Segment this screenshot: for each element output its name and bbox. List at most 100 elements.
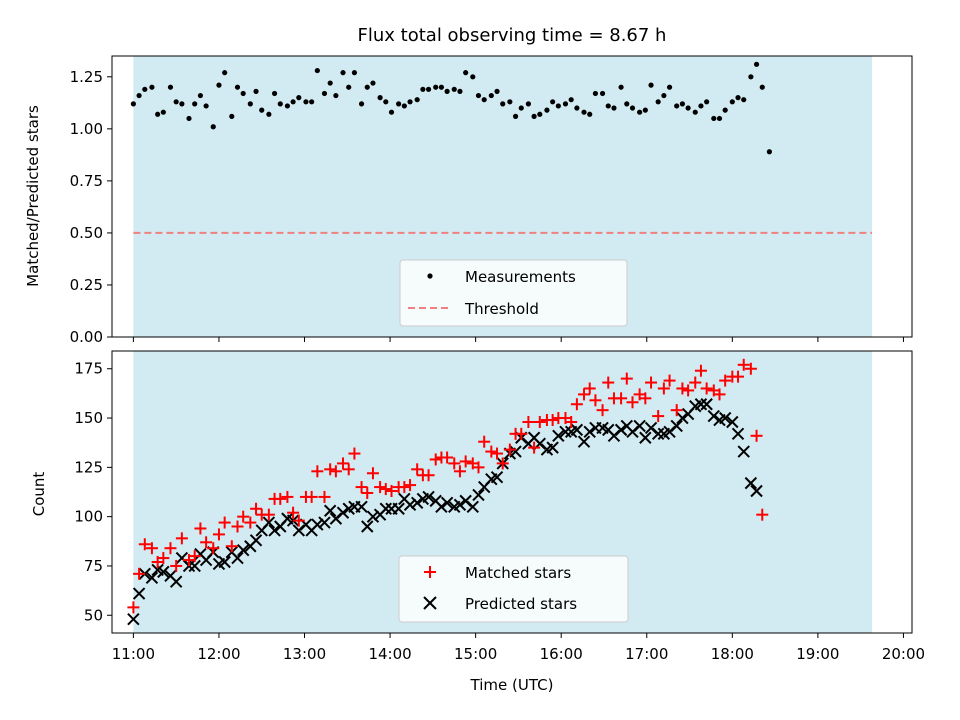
predicted-star-point <box>583 425 596 439</box>
matched-star-point <box>615 392 628 405</box>
measurement-point <box>340 70 346 76</box>
predicted-star-point <box>435 500 448 513</box>
matched-star-point <box>164 542 177 555</box>
matched-star-point <box>589 394 602 407</box>
measurement-point <box>197 92 204 99</box>
measurement-point <box>438 84 445 90</box>
measurement-point <box>766 149 772 155</box>
top-y-tick-label: 0.50 <box>70 224 103 242</box>
matched-star-point <box>429 453 442 466</box>
bottom-x-tick-label: 20:00 <box>882 645 925 663</box>
measurement-point <box>629 105 636 111</box>
matched-star-point <box>533 415 546 428</box>
measurement-point <box>518 105 524 111</box>
matched-star-point <box>311 465 324 478</box>
predicted-star-point <box>694 398 708 411</box>
measurement-point <box>192 101 198 107</box>
bottom-x-tick-label: 13:00 <box>283 645 326 663</box>
matched-star-point <box>250 502 263 515</box>
predicted-star-point <box>570 423 584 437</box>
predicted-star-point <box>366 510 380 523</box>
measurements-series <box>130 61 772 155</box>
matched-star-point <box>188 550 201 563</box>
measurement-point <box>581 109 587 115</box>
measurement-point <box>388 109 395 115</box>
measurement-point <box>167 84 174 90</box>
matched-star-point <box>422 469 435 482</box>
matched-star-point <box>244 516 257 529</box>
predicted-star-point <box>744 476 758 490</box>
measurement-point <box>396 101 402 107</box>
bottom-y-tick-label: 75 <box>84 557 103 575</box>
predicted-star-point <box>633 419 646 433</box>
measurement-point <box>444 88 450 94</box>
matched-star-point <box>194 522 207 535</box>
measurement-point <box>716 115 723 122</box>
measurement-point <box>414 97 420 103</box>
measurement-point <box>592 90 599 97</box>
matched-star-point <box>133 567 146 580</box>
matched-star-point <box>756 508 769 521</box>
predicted-star-point <box>318 516 331 529</box>
matched-star-point <box>485 445 498 458</box>
matched-star-point <box>620 372 633 385</box>
measurement-point <box>266 111 272 117</box>
matched-star-point <box>231 520 244 533</box>
matched-star-point <box>583 382 596 395</box>
bottom-y-tick-label: 125 <box>74 458 103 476</box>
matched-star-point <box>639 392 652 405</box>
bottom-axes-frame <box>111 350 913 634</box>
matched-star-point <box>515 427 528 440</box>
measurement-point <box>173 99 179 105</box>
matched-star-point <box>366 467 379 480</box>
predicted-star-point <box>670 419 683 433</box>
measurement-point <box>735 95 741 101</box>
measurement-point <box>741 97 747 103</box>
measurement-point <box>611 105 617 111</box>
measurement-point <box>599 90 606 97</box>
measurement-point <box>562 101 569 107</box>
measurement-point <box>507 99 513 105</box>
measurement-point <box>674 103 680 109</box>
bottom-y-tick-label: 175 <box>74 360 103 378</box>
measurement-point <box>470 74 476 80</box>
matched-star-point <box>237 510 250 523</box>
measurement-point <box>321 90 328 97</box>
top-y-tick-label: 0.00 <box>70 328 103 346</box>
measurement-point <box>222 70 228 76</box>
measurement-point <box>240 90 246 97</box>
measurement-point <box>679 101 686 107</box>
bottom-x-tick-label: 16:00 <box>540 645 583 663</box>
matched-star-point <box>719 374 732 387</box>
matched-star-point <box>441 451 454 464</box>
measurement-point <box>704 99 710 105</box>
matched-star-point <box>744 362 757 375</box>
measurement-point <box>130 101 136 107</box>
matched-star-point <box>546 414 559 427</box>
measurement-point <box>555 103 561 109</box>
measurement-point <box>729 99 735 105</box>
matched-star-point <box>385 485 398 498</box>
matched-star-point <box>207 542 220 555</box>
predicted-star-point <box>355 500 368 513</box>
measurement-point <box>346 84 352 90</box>
predicted-star-point <box>466 500 479 513</box>
measurement-point <box>568 97 574 103</box>
measurement-point <box>314 67 320 74</box>
matched-star-point <box>348 447 361 460</box>
measurement-point <box>259 107 265 113</box>
measurement-point <box>550 99 556 105</box>
measurement-point <box>290 99 296 105</box>
predicted-star-point <box>403 498 417 512</box>
measurement-point <box>537 111 543 117</box>
matched-star-point <box>411 463 424 476</box>
matched-star-point <box>522 415 535 428</box>
measurement-point <box>229 113 235 119</box>
matched-star-point <box>700 382 713 395</box>
predicted-star-point <box>614 423 628 437</box>
measurement-point <box>525 101 531 107</box>
legend-matched-label: Matched stars <box>465 564 571 582</box>
matched-star-point <box>324 463 337 476</box>
matched-star-point <box>570 398 583 411</box>
